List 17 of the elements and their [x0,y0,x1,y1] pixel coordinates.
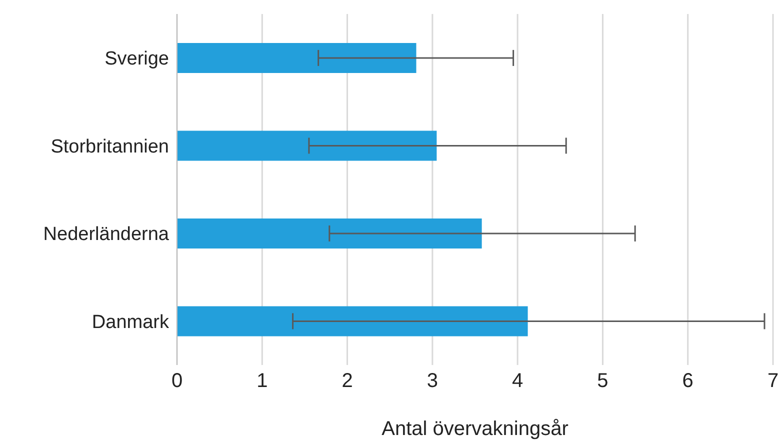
x-tick-label: 3 [426,370,438,392]
x-tick-label: 2 [342,370,353,392]
x-tick-label: 0 [171,370,183,392]
bar [177,130,437,161]
y-tick-label: Danmark [92,312,170,333]
bar [177,42,416,73]
x-tick-label: 4 [512,370,524,392]
x-axis-title: Antal övervakningsår [382,418,569,440]
y-tick-label: Sverige [104,48,169,70]
x-tick-label: 5 [597,370,608,392]
x-tick-label: 6 [682,370,694,392]
x-tick-label: 1 [256,370,268,392]
bar [177,306,528,336]
x-tick-label: 7 [767,370,779,392]
y-tick-label: Storbritannien [50,136,169,158]
bar [177,218,482,248]
y-tick-label: Nederländerna [43,224,170,246]
